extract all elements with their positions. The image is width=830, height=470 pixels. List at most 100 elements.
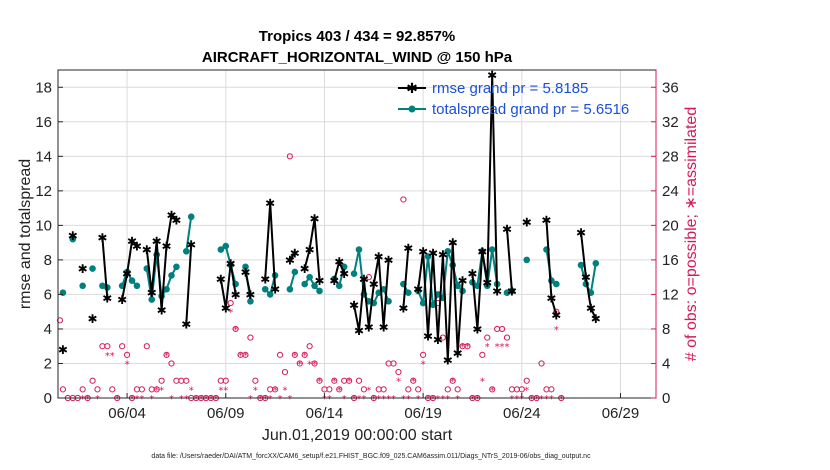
rmse-point: ✱: [166, 209, 176, 223]
obs-assimilated-point: *: [356, 394, 361, 405]
rmse-point: ✱: [369, 278, 379, 292]
rmse-line: [101, 74, 597, 361]
y-left-tick-label: 2: [44, 355, 52, 372]
y-axis-left-label: rmse and totalspread: [17, 159, 34, 309]
obs-possible-point: [415, 386, 422, 393]
totalspread-point: [69, 235, 77, 243]
totalspread-point: [316, 287, 323, 295]
obs-assimilated-point: *: [490, 385, 495, 396]
obs-assimilated-point: *: [80, 394, 85, 405]
y-right-tick-label: 12: [662, 286, 679, 303]
rmse-point: ✱: [78, 262, 88, 276]
legend-rmse-label: rmse grand pr = 5.8185: [432, 80, 588, 97]
y-right-tick-label: 32: [662, 114, 679, 131]
obs-assimilated-point: *: [524, 385, 529, 396]
obs-possible-point: [395, 369, 402, 376]
totalspread-point: [429, 301, 437, 309]
x-tick-label: 06/04: [108, 405, 146, 422]
obs-possible-point: [346, 377, 353, 384]
y-axis-right-ticks: 0 4 8 12 16 20 24 28 32 36: [651, 70, 679, 407]
rmse-point: ✱: [433, 333, 443, 347]
rmse-point: ✱: [329, 274, 339, 288]
obs-assimilated-point: *: [371, 394, 376, 405]
obs-possible-point: [464, 343, 471, 350]
y-right-tick-label: 20: [662, 217, 679, 234]
y-left-tick-label: 14: [35, 148, 52, 165]
obs-possible-point: [444, 386, 451, 393]
rmse-point: ✱: [186, 238, 196, 252]
rmse-point: ✱: [132, 240, 142, 254]
obs-assimilated-point: *: [169, 394, 174, 405]
rmse-point: ✱: [364, 321, 374, 335]
obs-possible-point: [454, 386, 461, 393]
rmse-point: ✱: [334, 255, 344, 269]
obs-assimilated-point: *: [421, 359, 426, 370]
rmse-point: ✱: [502, 222, 512, 236]
totalspread-point: [414, 287, 422, 295]
rmse-point: ✱: [413, 283, 423, 297]
obs-possible-point: [247, 334, 254, 341]
obs-assimilated-point: *: [465, 342, 470, 353]
rmse-point: ✱: [576, 226, 586, 240]
obs-assimilated-point: *: [519, 394, 524, 405]
obs-possible-point: [104, 343, 111, 350]
rmse-point: ✱: [438, 248, 448, 262]
obs-possible-point: [109, 386, 116, 393]
totalspread-point: [350, 270, 358, 278]
obs-possible-point: [548, 386, 555, 393]
totalspread-point: [261, 285, 269, 293]
obs-assimilated-point: *: [391, 394, 396, 405]
obs-possible-point: [168, 360, 175, 367]
obs-assimilated-point: *: [213, 394, 218, 405]
obs-assimilated-point: *: [282, 385, 287, 396]
y-left-tick-label: 16: [35, 114, 52, 131]
obs-possible-point: [355, 377, 363, 384]
obs-possible-point: [518, 386, 525, 393]
obs-possible-point: [523, 377, 530, 384]
legend-spread-label: totalspread grand pr = 5.6516: [432, 101, 629, 118]
obs-assimilated-point: *: [307, 359, 312, 370]
obs-assimilated-point: *: [278, 394, 283, 405]
obs-possible-point: [276, 351, 284, 358]
obs-possible-point: [449, 377, 456, 384]
obs-assimilated-point: *: [322, 394, 327, 405]
totalspread-point: [291, 268, 299, 276]
obs-assimilated-point: *: [159, 385, 164, 396]
obs-assimilated-point: *: [223, 385, 228, 396]
obs-possible-point: [271, 386, 279, 393]
rmse-point: ✱: [181, 317, 191, 331]
chart-subtitle: AIRCRAFT_HORIZONTAL_WIND @ 150 hPa: [202, 49, 513, 66]
totalspread-point: [128, 277, 136, 284]
obs-possible-point: [503, 334, 511, 341]
obs-assimilated-point: *: [105, 351, 110, 362]
obs-possible-point: [222, 377, 229, 384]
obs-assimilated-point: *: [416, 394, 421, 405]
obs-assimilated-point: *: [199, 394, 204, 405]
totalspread-point: [483, 282, 491, 290]
rmse-point: ✱: [162, 240, 172, 254]
obs-possible-point: [484, 334, 491, 341]
rmse-point: ✱: [142, 243, 152, 257]
x-tick-label: 06/29: [602, 405, 640, 422]
y-right-tick-label: 0: [662, 390, 670, 407]
y-left-tick-label: 6: [44, 286, 52, 303]
rmse-point: ✱: [453, 347, 463, 361]
obs-possible-point: [286, 153, 293, 160]
obs-possible-point: [242, 351, 249, 358]
totalspread-point: [335, 282, 343, 290]
totalspread-point: [133, 282, 141, 290]
obs-possible-point: [400, 196, 407, 203]
obs-assimilated-point: *: [485, 342, 490, 353]
totalspread-point: [168, 272, 175, 279]
obs-possible-point: [163, 351, 170, 358]
obs-assimilated-point: *: [302, 351, 307, 362]
rmse-point: ✱: [448, 236, 458, 250]
rmse-point: ✱: [216, 272, 226, 286]
totalspread-point: [306, 273, 313, 281]
y-axis-left-ticks: 0 2 4 6 8 10 12 14 16 18: [35, 79, 63, 407]
obs-assimilated-point: *: [544, 394, 549, 405]
obs-assimilated-point: *: [504, 342, 509, 353]
obs-assimilated-point: *: [243, 351, 248, 362]
obs-assimilated-point: *: [534, 394, 539, 405]
